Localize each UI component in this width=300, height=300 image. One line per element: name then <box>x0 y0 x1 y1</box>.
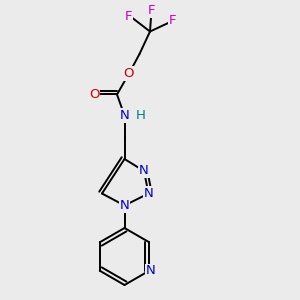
Text: O: O <box>124 67 134 80</box>
Text: N: N <box>146 264 156 277</box>
Text: F: F <box>125 10 133 23</box>
Text: O: O <box>89 88 100 101</box>
Text: F: F <box>148 4 155 17</box>
Text: N: N <box>120 199 129 212</box>
Text: H: H <box>136 109 146 122</box>
Text: N: N <box>144 187 153 200</box>
Text: F: F <box>169 14 176 28</box>
Text: N: N <box>139 164 149 178</box>
Text: N: N <box>120 109 129 122</box>
